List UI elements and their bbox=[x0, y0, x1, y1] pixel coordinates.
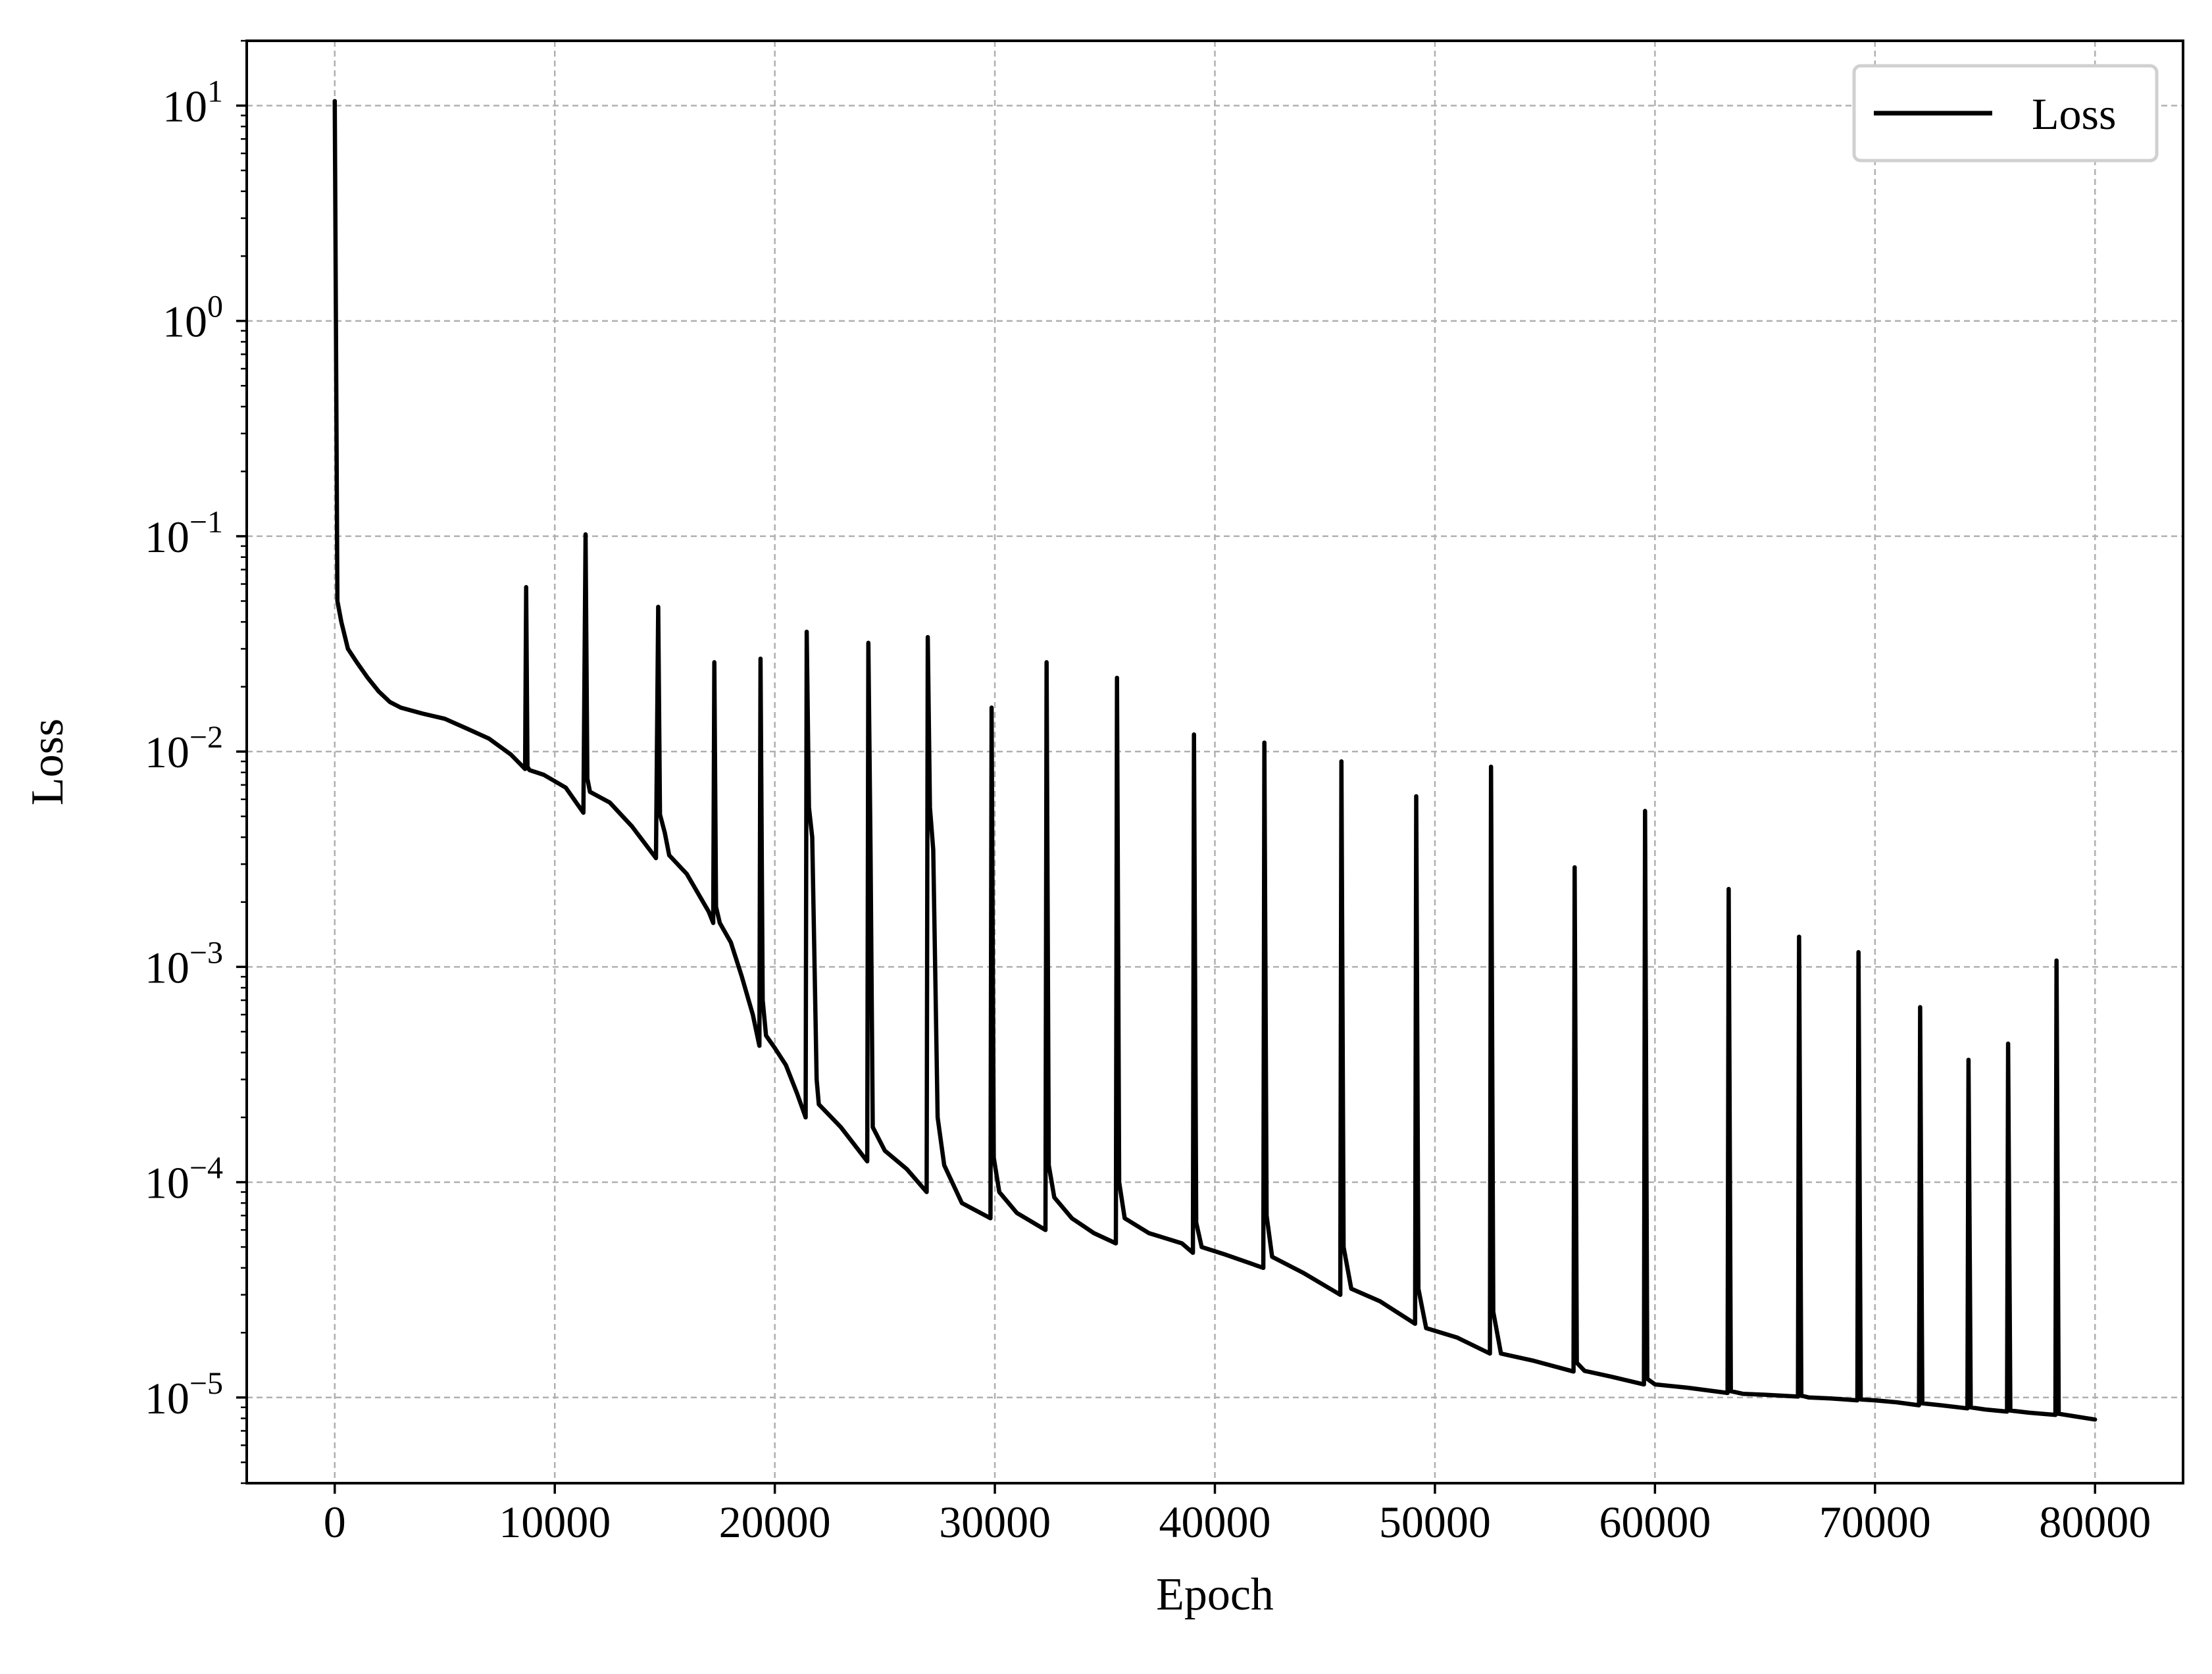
y-tick-label: 10−3 bbox=[145, 935, 223, 992]
y-tick-label: 10−1 bbox=[145, 505, 223, 562]
legend: Loss bbox=[1852, 64, 2159, 163]
x-tick-label: 30000 bbox=[939, 1497, 1051, 1547]
y-axis-label: Loss bbox=[22, 719, 73, 805]
series-layer bbox=[332, 99, 2098, 1422]
x-tick-label: 60000 bbox=[1599, 1497, 1711, 1547]
x-tick-label: 10000 bbox=[499, 1497, 611, 1547]
y-tick-label: 10−5 bbox=[145, 1366, 223, 1423]
x-tick-label: 50000 bbox=[1379, 1497, 1491, 1547]
series-line-loss bbox=[332, 99, 2098, 1422]
legend-label-loss: Loss bbox=[2032, 89, 2116, 139]
x-axis-label: Epoch bbox=[1156, 1569, 1274, 1620]
y-tick-label: 10−4 bbox=[145, 1151, 223, 1208]
grid bbox=[247, 41, 2183, 1483]
y-tick-label: 10−2 bbox=[145, 720, 223, 777]
x-tick-label: 80000 bbox=[2039, 1497, 2151, 1547]
x-tick-label: 20000 bbox=[719, 1497, 831, 1547]
axis-ticks: 0 10000 20000 30000 40000 50000 60000 70000 8000… bbox=[145, 74, 2151, 1547]
x-tick-label: 70000 bbox=[1819, 1497, 1931, 1547]
x-tick-label: 40000 bbox=[1159, 1497, 1271, 1547]
y-tick-label: 101 bbox=[163, 74, 223, 132]
plot-frame bbox=[245, 39, 2184, 1484]
x-tick-label: 0 bbox=[324, 1497, 346, 1547]
legend-box bbox=[1852, 64, 2159, 163]
y-tick-label: 100 bbox=[163, 290, 223, 347]
